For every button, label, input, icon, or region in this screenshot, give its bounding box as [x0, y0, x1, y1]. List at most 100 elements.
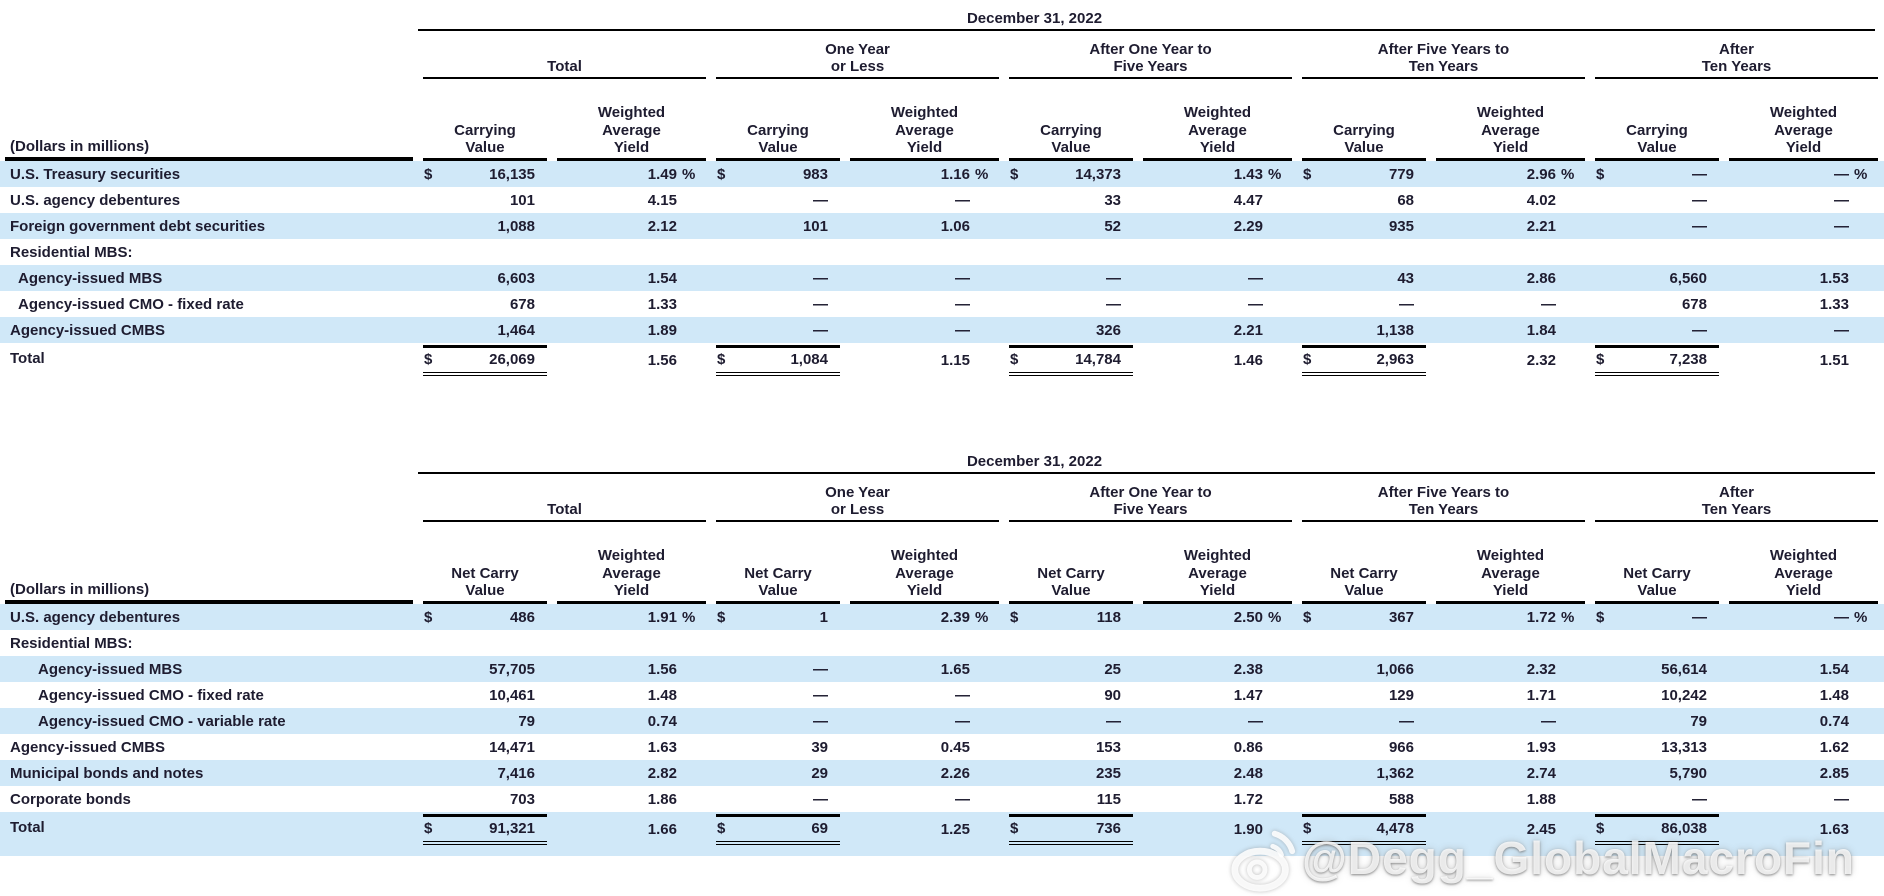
cell-value: 1.06 — [940, 217, 970, 235]
yield-cell: 1.65 — [845, 656, 1004, 682]
yield-cell: 4.02 — [1431, 187, 1590, 213]
cell-value: — — [955, 269, 970, 287]
carry-value-cell: 13,313 — [1590, 734, 1724, 760]
carry-value-segment: $86,038 — [1595, 814, 1719, 845]
carry-value-segment: — — [1595, 187, 1719, 213]
cell-value: 736 — [1095, 820, 1121, 837]
column-header-label: Net Carry Value — [1037, 564, 1105, 599]
cell-value: — — [1692, 217, 1707, 235]
yield-cell: — — [1138, 291, 1297, 317]
maturity-group-header-row: Total One Year or Less After One Year to F… — [0, 35, 1884, 79]
column-underline: Weighted Average Yield — [850, 81, 999, 161]
cell-value: 56,614 — [1661, 660, 1707, 678]
net-carry-value-maturity-table: December 31, 2022 Total One Year or Less Af… — [0, 451, 1884, 856]
cell-value: 2.32 — [1526, 352, 1556, 369]
carry-value-cell: 7,416 — [418, 760, 552, 786]
dollars-in-millions-header: (Dollars in millions) — [0, 81, 418, 161]
maturity-group-header: Total — [418, 478, 711, 522]
yield-cell: 1.48 — [552, 682, 711, 708]
cell-value: 1.53 — [1819, 269, 1849, 287]
column-header: Weighted Average Yield — [845, 81, 1004, 161]
cell-value: 1 — [819, 608, 828, 626]
cell-value: — — [955, 191, 970, 209]
carry-value-segment: 1,088 — [423, 213, 547, 239]
cell-value: — — [813, 686, 828, 704]
cell-value: — — [1692, 321, 1707, 339]
carry-value-cell: 235 — [1004, 760, 1138, 786]
carry-value-cell: $ — — [1590, 604, 1724, 630]
cell-value: 1,362 — [1376, 764, 1414, 782]
cell-value: — — [1834, 790, 1849, 808]
cell-value: 13,313 — [1661, 738, 1707, 756]
group-label: After Ten Years — [1701, 40, 1772, 75]
yield-cell: 1.90 — [1138, 812, 1297, 856]
carry-value-cell: 90 — [1004, 682, 1138, 708]
yield-cell: 1.49% — [552, 161, 711, 187]
table-date-label: December 31, 2022 — [966, 10, 1103, 27]
group-label: Total — [547, 57, 582, 75]
yield-cell: 2.45 — [1431, 812, 1590, 856]
maturity-group-header: After Ten Years — [1590, 478, 1883, 522]
table-row: Total $91,321 1.66 $69 1.25 $736 1.90 $4,478 2.4… — [0, 812, 1884, 856]
carry-value-segment: 14,471 — [423, 734, 547, 760]
column-header: Weighted Average Yield — [1431, 524, 1590, 604]
carry-value-cell — [418, 630, 552, 656]
group-label: Total — [547, 500, 582, 518]
carry-value-cell: 10,242 — [1590, 682, 1724, 708]
row-label: Foreign government debt securities — [10, 217, 266, 235]
cell-value: 86,038 — [1661, 820, 1707, 837]
yield-cell: 2.32 — [1431, 656, 1590, 682]
column-underline: Net Carry Value — [716, 524, 840, 604]
title-underline — [418, 29, 1875, 31]
carry-value-segment: 235 — [1009, 760, 1133, 786]
carry-value-segment: — — [716, 187, 840, 213]
carry-value-segment: 153 — [1009, 734, 1133, 760]
yield-cell — [1724, 239, 1883, 265]
cell-value: 2.38 — [1233, 660, 1263, 678]
table-date-header: December 31, 2022 — [418, 8, 1875, 29]
carry-value-segment: — — [1009, 708, 1133, 734]
cell-value: 25 — [1104, 660, 1121, 678]
carry-value-segment: 39 — [716, 734, 840, 760]
cell-value: — — [1399, 712, 1414, 730]
column-underline: Carrying Value — [1302, 81, 1426, 161]
carry-value-segment: $779 — [1302, 161, 1426, 187]
cell-value: — — [1541, 712, 1556, 730]
cell-value: 367 — [1388, 608, 1414, 626]
carry-value-cell: $2,963 — [1297, 343, 1431, 395]
carry-value-segment: $26,069 — [423, 345, 547, 376]
carry-value-segment: 1,362 — [1302, 760, 1426, 786]
yield-cell: 2.12 — [552, 213, 711, 239]
group-underline: After Five Years to Ten Years — [1302, 35, 1585, 79]
carry-value-segment: 56,614 — [1595, 656, 1719, 682]
cell-value: 1.93 — [1526, 738, 1556, 756]
document-page: December 31, 2022 Total One Year or Less Af… — [0, 8, 1884, 856]
cell-value: 678 — [509, 295, 535, 313]
carry-value-segment: 52 — [1009, 213, 1133, 239]
maturity-group-header: After Ten Years — [1590, 35, 1883, 79]
table-row: Total $26,069 1.56 $1,084 1.15 $14,784 1.46 $2,… — [0, 343, 1884, 395]
carry-value-cell: 10,461 — [418, 682, 552, 708]
carry-value-cell: 1,138 — [1297, 317, 1431, 343]
yield-cell: — — [1724, 187, 1883, 213]
cell-value: — — [955, 295, 970, 313]
carry-value-segment: $1,084 — [716, 345, 840, 376]
carry-value-cell: 703 — [418, 786, 552, 812]
yield-cell: 1.63 — [552, 734, 711, 760]
carry-value-cell: $486 — [418, 604, 552, 630]
cell-value: 1.48 — [1819, 686, 1849, 704]
yield-cell: 1.62 — [1724, 734, 1883, 760]
table-row: Agency-issued MBS 57,705 1.56 — 1.65 25 2.38 1,… — [0, 656, 1884, 682]
carry-value-cell: 43 — [1297, 265, 1431, 291]
carry-value-cell: 79 — [1590, 708, 1724, 734]
table-row: Municipal bonds and notes 7,416 2.82 29 2.26… — [0, 760, 1884, 786]
yield-cell — [1724, 630, 1883, 656]
column-header: Carrying Value — [711, 81, 845, 161]
group-label: One Year or Less — [825, 483, 890, 518]
group-underline: After Five Years to Ten Years — [1302, 478, 1585, 522]
carry-value-cell: $7,238 — [1590, 343, 1724, 395]
carry-value-cell: $736 — [1004, 812, 1138, 856]
row-label: U.S. agency debentures — [10, 608, 181, 626]
carry-value-cell: $ — — [1590, 161, 1724, 187]
cell-value: 2.48 — [1233, 764, 1263, 782]
